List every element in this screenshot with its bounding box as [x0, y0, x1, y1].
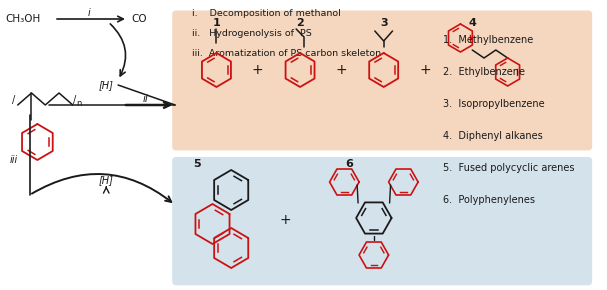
Text: 6: 6 [345, 159, 353, 169]
Text: i.    Decomposition of methanol: i. Decomposition of methanol [192, 8, 341, 17]
Text: iii.  Aromatization of PS carbon skeleton: iii. Aromatization of PS carbon skeleton [192, 48, 381, 57]
Text: iii: iii [10, 155, 18, 165]
Text: ii.   Hydrogenolysis of  PS: ii. Hydrogenolysis of PS [192, 28, 311, 37]
Text: /: / [12, 95, 15, 105]
FancyBboxPatch shape [172, 157, 592, 285]
Text: 6.  Polyphenylenes: 6. Polyphenylenes [443, 195, 535, 205]
Text: 2.  Ethylbenzene: 2. Ethylbenzene [443, 67, 524, 77]
Text: CO: CO [132, 14, 148, 24]
Text: ii: ii [143, 94, 149, 104]
Text: [H]: [H] [99, 175, 114, 185]
Text: i: i [87, 8, 90, 18]
Text: 4: 4 [468, 18, 476, 28]
Text: 5.  Fused polycyclic arenes: 5. Fused polycyclic arenes [443, 163, 574, 173]
Text: +: + [336, 63, 347, 77]
Text: 1.  Methylbenzene: 1. Methylbenzene [443, 35, 533, 45]
Text: 3: 3 [380, 18, 387, 28]
Text: n: n [76, 99, 81, 108]
FancyBboxPatch shape [172, 10, 592, 151]
Text: 3.  Isopropylbenzene: 3. Isopropylbenzene [443, 99, 544, 109]
Text: 1: 1 [212, 18, 220, 28]
Text: [H]: [H] [99, 80, 114, 90]
Text: 2: 2 [296, 18, 304, 28]
Text: +: + [279, 213, 291, 227]
Text: +: + [419, 63, 431, 77]
Text: 5: 5 [193, 159, 200, 169]
Text: /: / [73, 95, 76, 105]
Text: 4.  Diphenyl alkanes: 4. Diphenyl alkanes [443, 131, 543, 141]
Text: CH₃OH: CH₃OH [5, 14, 40, 24]
Text: +: + [252, 63, 263, 77]
